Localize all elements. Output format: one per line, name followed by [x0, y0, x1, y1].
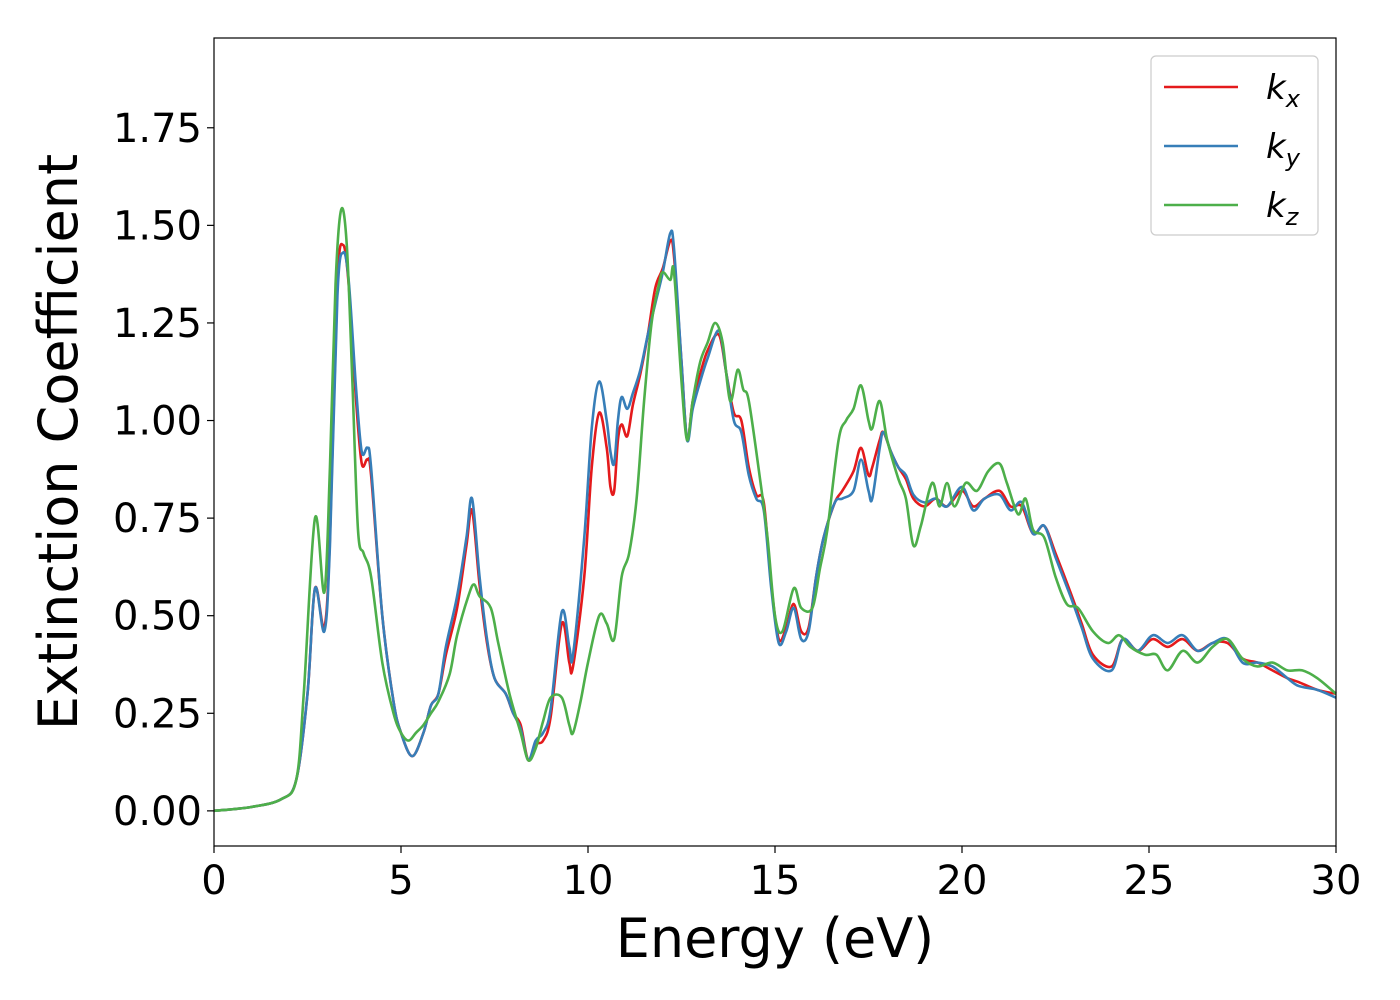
x-tick-label: 20 — [937, 858, 988, 904]
y-tick-label: 0.00 — [113, 789, 202, 835]
y-tick-label: 1.50 — [113, 203, 202, 249]
x-tick-label: 5 — [388, 858, 413, 904]
y-axis-ticks: 0.00 0.25 0.50 0.75 1.00 1.25 1.50 1.75 — [113, 106, 214, 835]
y-tick-label: 0.25 — [113, 691, 202, 737]
series-layer — [213, 206, 1337, 813]
x-axis-ticks: 0 5 10 15 20 25 30 — [201, 846, 1361, 904]
x-tick-label: 25 — [1124, 858, 1175, 904]
y-tick-label: 1.75 — [113, 106, 202, 152]
x-tick-label: 0 — [201, 858, 226, 904]
series-line-kz — [213, 206, 1337, 813]
x-axis-label: Energy (eV) — [616, 907, 935, 970]
x-tick-label: 30 — [1311, 858, 1362, 904]
y-tick-label: 0.50 — [113, 594, 202, 640]
y-tick-label: 1.00 — [113, 399, 202, 445]
y-tick-label: 1.25 — [113, 301, 202, 347]
y-axis-label: Extinction Coefficient — [27, 154, 90, 730]
x-tick-label: 15 — [750, 858, 801, 904]
x-tick-label: 10 — [563, 858, 614, 904]
y-tick-label: 0.75 — [113, 496, 202, 542]
